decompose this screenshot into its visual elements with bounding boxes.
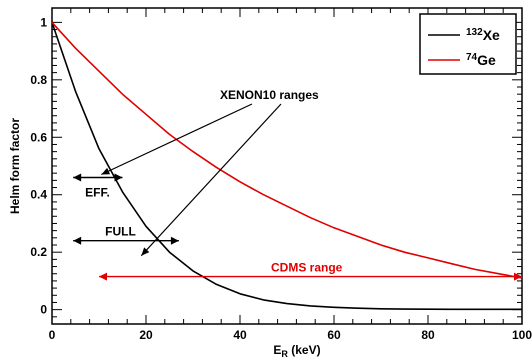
y-tick-label: 0.4 [30, 188, 47, 202]
legend-label-xe: 132Xe [466, 27, 500, 43]
x-tick-label: 60 [327, 328, 341, 342]
y-tick-label: 0.6 [30, 130, 47, 144]
cdms-range-arrow-head-right [514, 272, 522, 281]
x-tick-label: 20 [139, 328, 153, 342]
eff-range-arrow-head-right [114, 173, 123, 182]
legend: 132Xe 74Ge [419, 13, 517, 75]
full-range-arrow-head-right [170, 236, 179, 245]
cdms-range-label: CDMS range [271, 261, 343, 275]
eff-label: EFF. [85, 185, 110, 199]
pointer-to-full-head [141, 247, 150, 256]
x-tick-label: 80 [421, 328, 435, 342]
annotation-layer: XENON10 ranges EFF. FULL CDMS range [73, 88, 522, 281]
full-label: FULL [105, 225, 136, 239]
y-tick-label: 0 [40, 303, 47, 317]
x-axis-label-sub: R [281, 349, 288, 359]
pointer-to-full-line [140, 103, 282, 257]
legend-label-ge-main: Ge [477, 52, 496, 68]
eff-range-arrow-head-left [73, 173, 82, 182]
y-tick-label: 1 [40, 15, 47, 29]
legend-label-xe-main: Xe [483, 27, 500, 43]
y-axis-label: Helm form factor [8, 118, 22, 214]
y-tick-label: 0.8 [30, 73, 47, 87]
pointer-to-eff-head [101, 167, 111, 175]
x-tick-label: 40 [233, 328, 247, 342]
x-axis-label: ER (keV) [273, 343, 320, 359]
xenon10-ranges-label: XENON10 ranges [220, 88, 319, 102]
x-tick-label: 0 [49, 328, 56, 342]
x-tick-label: 100 [512, 328, 532, 342]
legend-box [419, 13, 517, 75]
legend-label-ge: 74Ge [466, 52, 496, 68]
ticks-layer: 0 20 40 60 80 100 0 0.2 0.4 0.6 0.8 1 [30, 8, 532, 342]
cdms-range-arrow-head-left [99, 272, 107, 281]
full-range-arrow-head-left [73, 236, 82, 245]
y-tick-label: 0.2 [30, 245, 47, 259]
series-layer [51, 21, 523, 311]
pointer-to-eff-line [101, 103, 253, 176]
series-line-ge [51, 21, 523, 279]
legend-label-ge-sup: 74 [466, 52, 478, 63]
legend-label-xe-sup: 132 [466, 27, 483, 38]
x-axis-label-unit: (keV) [288, 343, 321, 357]
x-axis-label-main: E [273, 343, 281, 357]
series-line-xe [51, 22, 522, 311]
